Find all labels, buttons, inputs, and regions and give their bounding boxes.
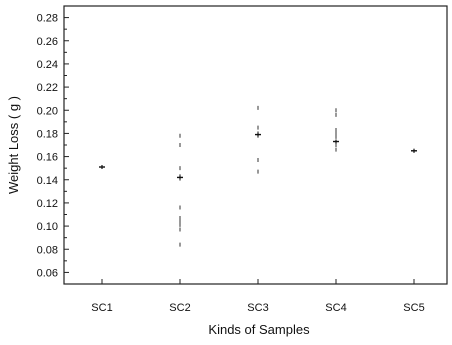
x-tick-label: SC3 <box>247 302 268 314</box>
y-tick-label: 0.08 <box>37 244 58 256</box>
y-tick-label: 0.14 <box>37 175 58 187</box>
x-axis: SC1 SC2 SC3 SC4 SC5 <box>91 279 425 314</box>
x-tick-label: SC5 <box>403 302 424 314</box>
y-axis-title: Weight Loss ( g ) <box>6 96 21 194</box>
y-tick-label: 0.28 <box>37 13 58 25</box>
x-axis-title: Kinds of Samples <box>208 322 310 337</box>
y-tick-label: 0.12 <box>37 198 58 210</box>
y-tick-label: 0.26 <box>37 36 58 48</box>
y-tick-label: 0.18 <box>37 128 58 140</box>
y-tick-label: 0.22 <box>37 82 58 94</box>
data-marks <box>99 105 417 247</box>
x-tick-label: SC4 <box>325 302 346 314</box>
y-tick-label: 0.24 <box>37 59 58 71</box>
y-tick-label: 0.20 <box>37 105 58 117</box>
y-tick-label: 0.10 <box>37 221 58 233</box>
y-tick-label: 0.16 <box>37 152 58 164</box>
y-tick-label: 0.06 <box>37 267 58 279</box>
x-tick-label: SC2 <box>169 302 190 314</box>
x-tick-label: SC1 <box>91 302 112 314</box>
y-axis: 0.06 0.08 0.10 0.12 0.14 0.16 0.18 0.20 0.22 0.24… <box>37 13 69 279</box>
plot-frame <box>63 5 448 285</box>
